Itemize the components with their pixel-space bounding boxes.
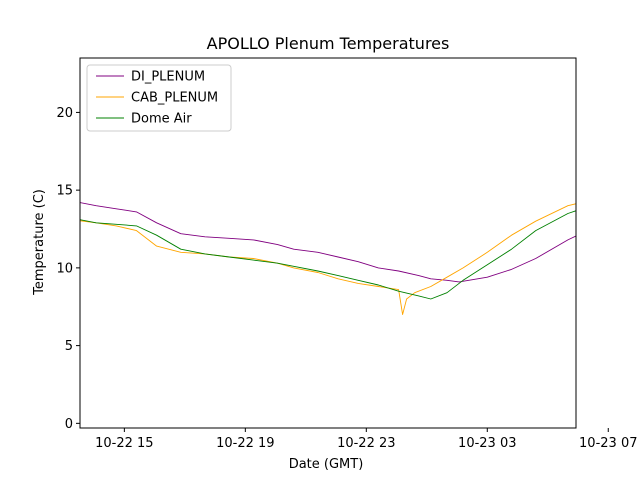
legend-label: CAB_PLENUM xyxy=(131,91,218,106)
y-tick-label: 5 xyxy=(65,339,73,354)
legend-label: DI_PLENUM xyxy=(131,70,205,85)
axes-frame xyxy=(79,57,577,429)
series-line-dome-air xyxy=(80,210,576,300)
x-tick-label: 10-23 03 xyxy=(458,436,516,451)
x-axis-label: Date (GMT) xyxy=(289,457,364,472)
x-tick-label: 10-22 15 xyxy=(95,436,153,451)
y-tick-label: 10 xyxy=(56,261,73,276)
legend: DI_PLENUM CAB_PLENUM Dome Air xyxy=(86,64,232,132)
series-line-di-plenum xyxy=(80,202,576,283)
y-tick-label: 20 xyxy=(56,106,73,121)
chart-title: APOLLO Plenum Temperatures xyxy=(207,34,450,53)
y-tick-label: 0 xyxy=(65,417,73,432)
legend-box xyxy=(86,64,232,132)
y-axis-label: Temperature (C) xyxy=(32,189,47,296)
plot-area: 0 5 10 15 20 10-22 15 10-22 19 10-22 23 10-23 03… xyxy=(56,57,637,451)
y-tick-label: 15 xyxy=(56,184,73,199)
x-tick-label: 10-22 19 xyxy=(216,436,274,451)
series-line-cab-plenum xyxy=(80,203,576,315)
legend-label: Dome Air xyxy=(131,112,192,127)
x-tick-label: 10-22 23 xyxy=(337,436,395,451)
x-tick-label: 10-23 07 xyxy=(579,436,637,451)
